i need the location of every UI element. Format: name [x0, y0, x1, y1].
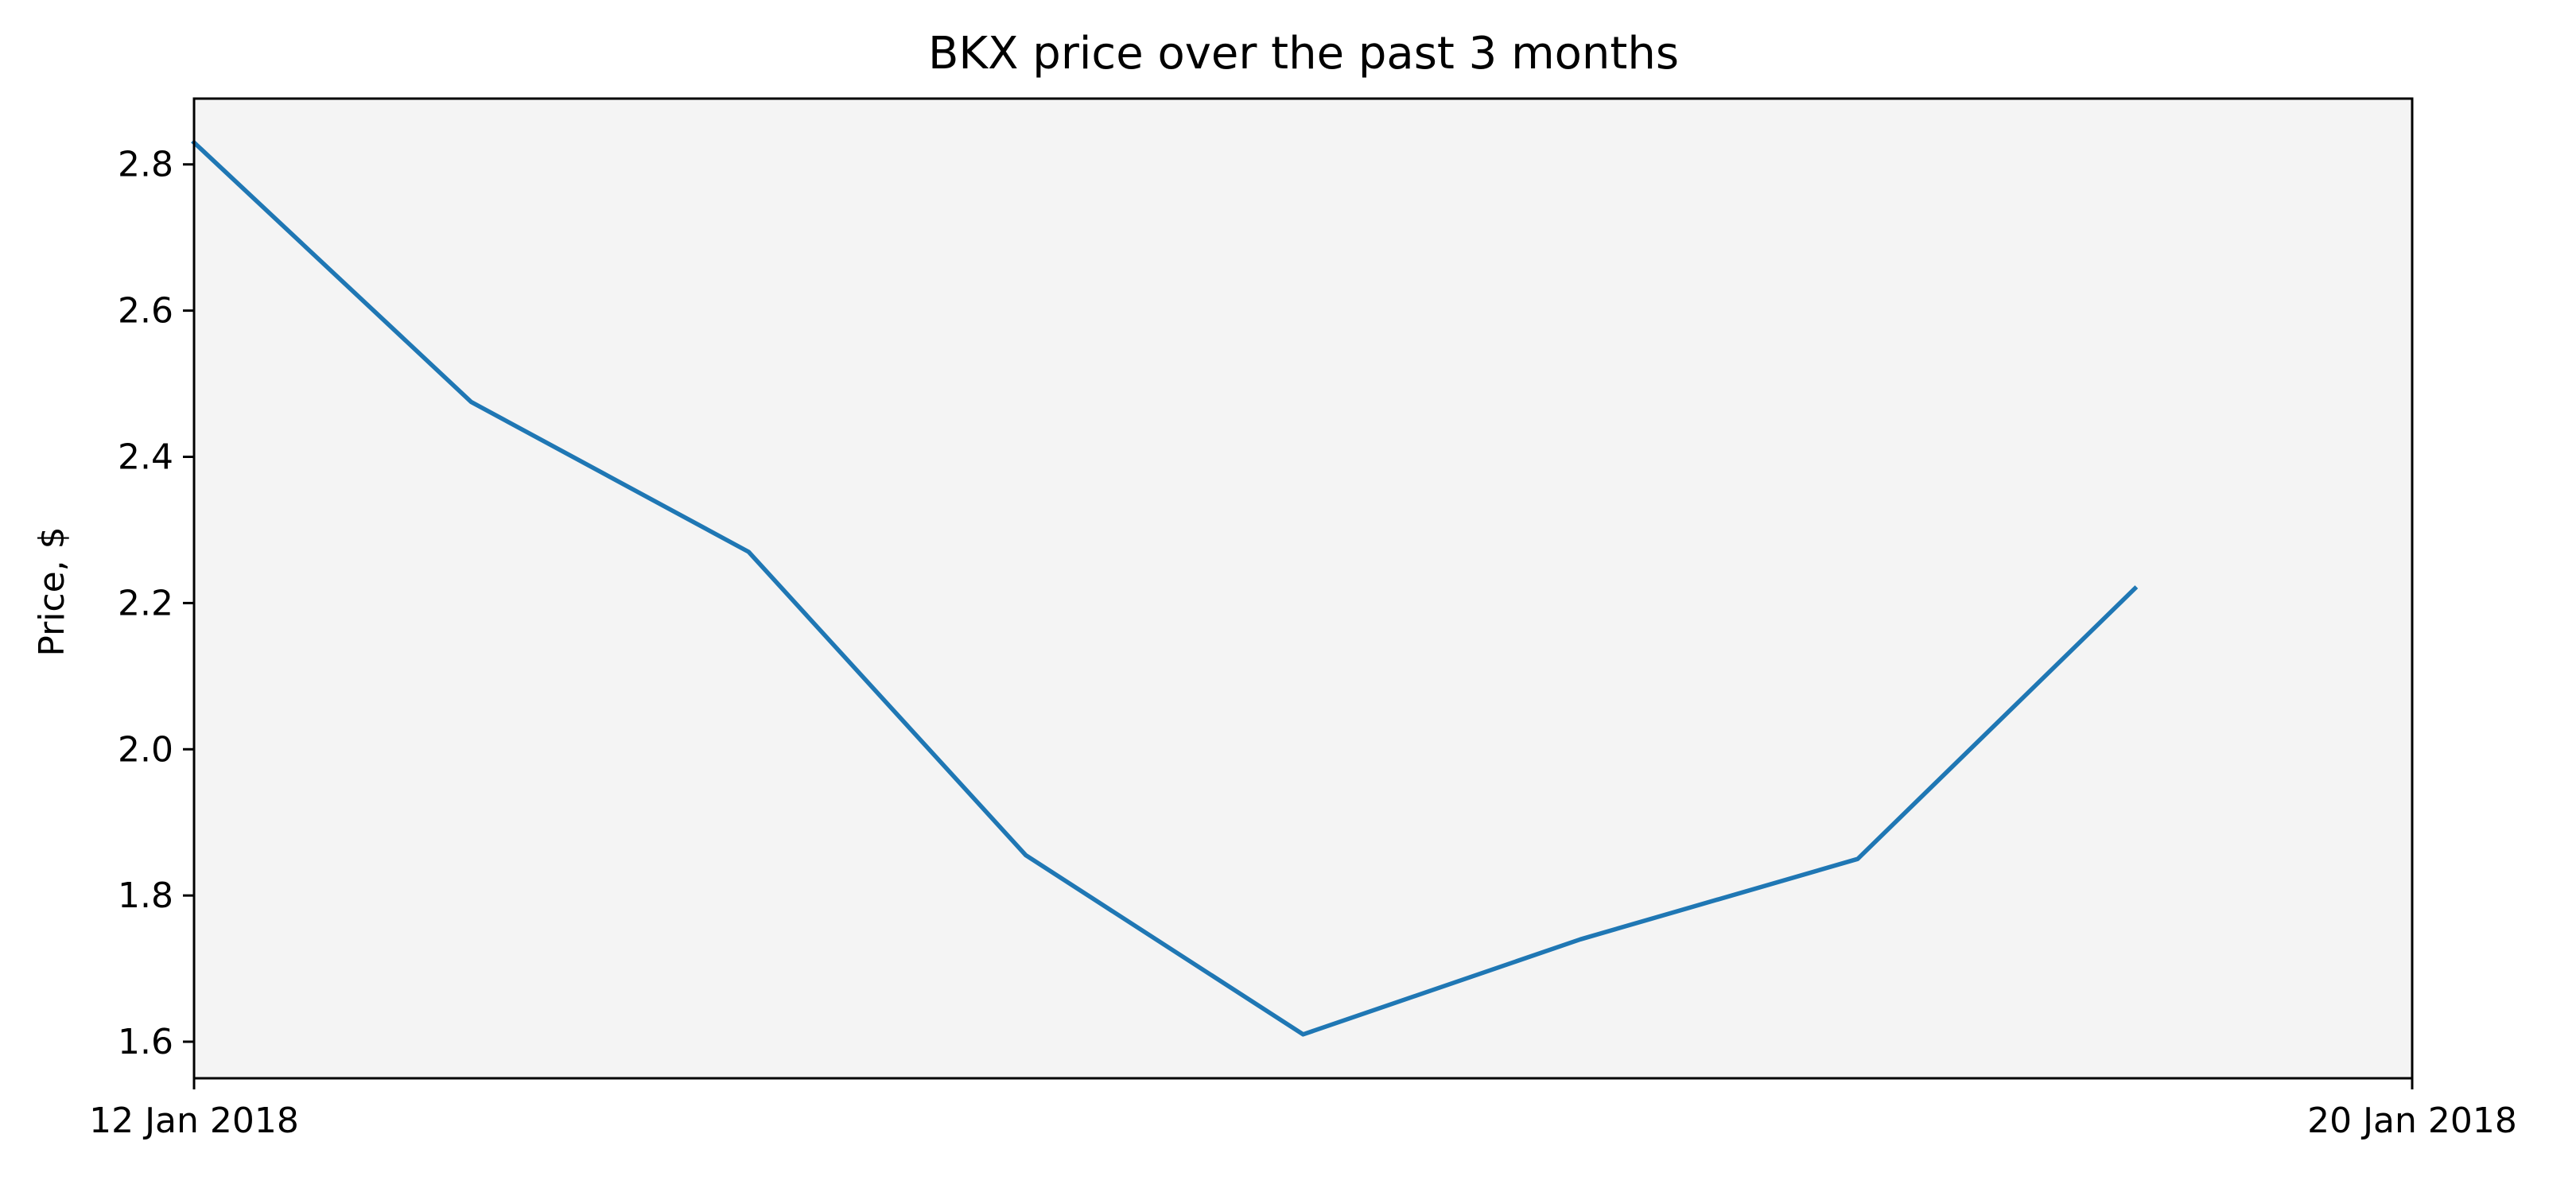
y-tick-label: 1.6 [118, 1022, 173, 1062]
y-tick-label: 2.6 [118, 291, 173, 332]
series-line-0 [191, 139, 2139, 1037]
y-tick-label: 2.8 [118, 145, 173, 185]
chart-title: BKX price over the past 3 months [928, 28, 1679, 80]
axes-frame [192, 97, 2414, 1080]
y-tick-label: 1.8 [118, 875, 173, 916]
y-tick-label: 2.4 [118, 437, 173, 478]
plot-area [194, 99, 2412, 1078]
y-tick-label: 2.2 [118, 583, 173, 623]
y-axis-label: Price, $ [32, 526, 72, 656]
x-tick-label: 12 Jan 2018 [89, 1101, 299, 1141]
x-tick-label: 20 Jan 2018 [2307, 1101, 2517, 1141]
data-layer [191, 139, 2139, 1037]
axes-layer: 1.6 1.8 2.0 2.2 2.4 2.6 2.8 12 Jan 2018 20 Jan 2… [89, 97, 2517, 1141]
y-tick-label: 2.0 [118, 729, 173, 770]
